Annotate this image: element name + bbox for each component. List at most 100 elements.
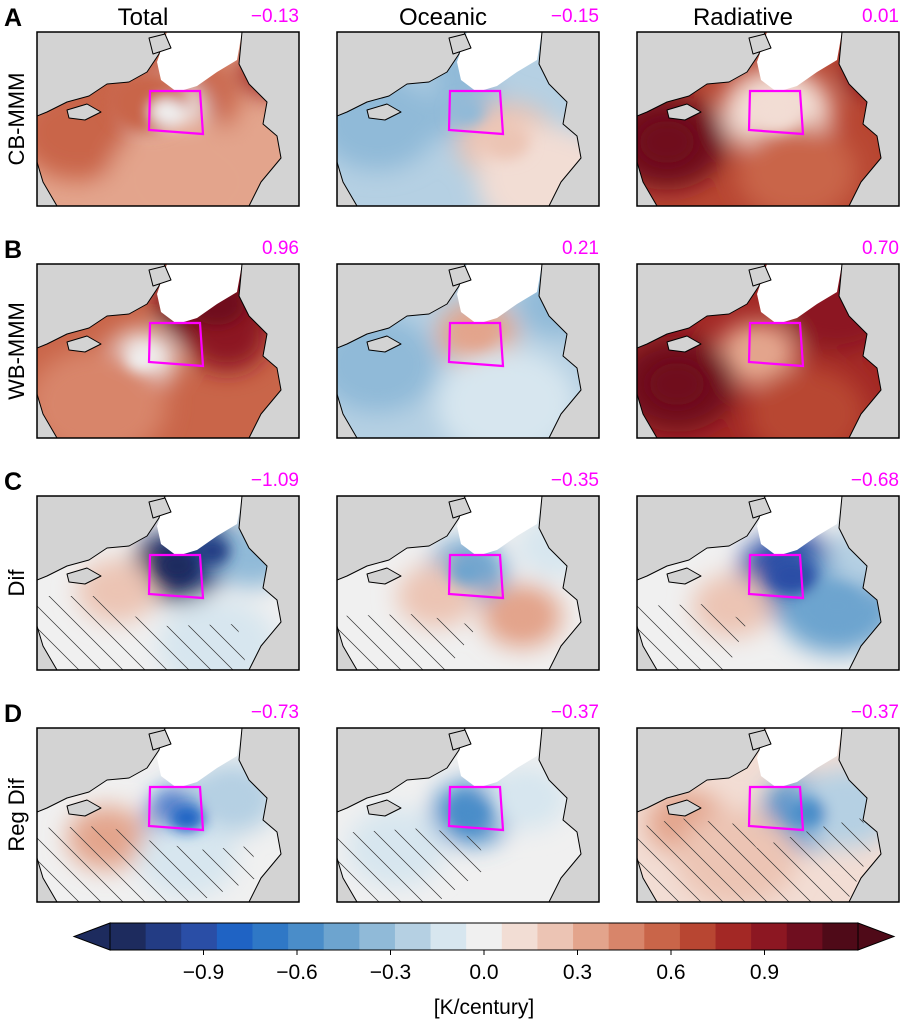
map-panel-dif-total <box>36 495 300 671</box>
column-title-total: Total <box>118 4 169 31</box>
landmass <box>637 393 658 438</box>
landmass <box>838 264 899 438</box>
panel-frame <box>636 495 900 671</box>
colorbar-label: [K/century] <box>434 996 534 1019</box>
panel-frame <box>36 495 300 671</box>
colorbar-segment <box>323 923 360 950</box>
field-core <box>509 784 545 812</box>
landmass <box>666 335 702 353</box>
landmass <box>538 32 599 206</box>
colorbar-extend-max <box>857 922 896 951</box>
landmass <box>238 32 299 206</box>
map-panel-cb-mmm-total <box>36 31 300 207</box>
field-core <box>786 797 828 829</box>
colorbar-segment <box>715 923 752 950</box>
landmass <box>748 33 772 55</box>
field-core <box>650 363 704 405</box>
landmass <box>66 103 102 121</box>
colorbar-tick-label: −0.9 <box>183 961 224 984</box>
no-data-region <box>757 496 842 556</box>
landmass <box>838 496 899 670</box>
panel-mean-value: 0.21 <box>562 238 599 259</box>
landmass <box>37 161 58 206</box>
colorbar: −0.9 −0.6 −0.3 0.0 0.3 0.6 0.9 [K/century] <box>72 922 896 1019</box>
no-data-region <box>157 264 242 324</box>
field-core <box>454 799 490 827</box>
panel-frame <box>36 31 300 207</box>
row-label-reg-dif: Reg Dif <box>4 777 29 851</box>
landmass <box>448 497 472 519</box>
landmass <box>637 625 658 670</box>
panel-mean-value: −0.37 <box>551 702 599 723</box>
panel-mean-value: −0.37 <box>851 702 899 723</box>
no-data-region <box>157 32 242 92</box>
significance-hatching <box>637 604 747 670</box>
no-data-region <box>157 496 242 556</box>
field-contour <box>747 366 867 438</box>
panel-letter-d: D <box>4 700 22 728</box>
map-panel-cb-mmm-radiative <box>636 31 900 207</box>
panel-mean-value: −0.35 <box>551 470 599 491</box>
colorbar-segment <box>751 923 788 950</box>
significance-hatching <box>37 596 247 670</box>
panel-frame <box>336 263 600 439</box>
significance-hatching <box>337 614 477 670</box>
landmass <box>448 33 472 55</box>
field-core <box>810 585 864 627</box>
colorbar-tick-label: 0.3 <box>563 961 592 984</box>
field-core <box>211 782 253 814</box>
field-core <box>449 557 485 585</box>
no-data-region <box>457 264 542 324</box>
colorbar-segment <box>679 923 717 950</box>
landmass <box>748 729 772 751</box>
panel-mean-value: −1.09 <box>251 470 299 491</box>
landmass <box>238 496 299 670</box>
field-core <box>459 320 495 348</box>
field-contour <box>737 124 857 206</box>
colorbar-segment <box>822 923 859 950</box>
panel-frame <box>636 31 900 207</box>
landmass <box>148 265 172 287</box>
field-core <box>824 790 870 826</box>
colorbar-tick-label: 0.9 <box>750 961 779 984</box>
landmass <box>666 799 702 817</box>
panel-letter-c: C <box>4 468 22 496</box>
panel-mean-value: −0.15 <box>551 6 599 27</box>
map-panel-dif-radiative <box>636 495 900 671</box>
field-contour <box>107 118 267 206</box>
field-core <box>350 343 404 385</box>
panel-mean-value: −0.73 <box>251 702 299 723</box>
colorbar-segment <box>786 923 823 950</box>
landmass <box>448 265 472 287</box>
panel-frame <box>336 495 600 671</box>
landmass <box>538 496 599 670</box>
panel-mean-value: 0.96 <box>262 238 299 259</box>
region-box <box>447 89 505 136</box>
column-title-oceanic: Oceanic <box>399 4 487 31</box>
panel-mean-value: 0.01 <box>862 6 899 27</box>
row-label-dif: Dif <box>4 569 29 597</box>
map-panel-reg-dif-total <box>36 727 300 903</box>
field-core <box>156 550 198 582</box>
significance-hatching <box>37 826 257 902</box>
colorbar-tick-label: 0.6 <box>656 961 685 984</box>
field-contour <box>437 348 577 438</box>
colorbar-segment <box>110 923 147 950</box>
region-box <box>447 785 505 832</box>
region-box <box>747 785 805 832</box>
colorbar-segment <box>288 923 325 950</box>
landmass <box>148 729 172 751</box>
colorbar-segment <box>644 923 681 950</box>
no-data-region <box>457 728 542 788</box>
landmass <box>337 393 358 438</box>
colorbar-segment <box>537 923 574 950</box>
landmass <box>748 497 772 519</box>
landmass <box>337 857 358 902</box>
colorbar-segment <box>359 923 396 950</box>
colorbar-segment <box>573 923 610 950</box>
colorbar-segment <box>394 923 432 950</box>
row-label-wb-mmm: WB-MMM <box>4 302 29 400</box>
panel-frame <box>36 263 300 439</box>
landmass <box>838 32 899 206</box>
